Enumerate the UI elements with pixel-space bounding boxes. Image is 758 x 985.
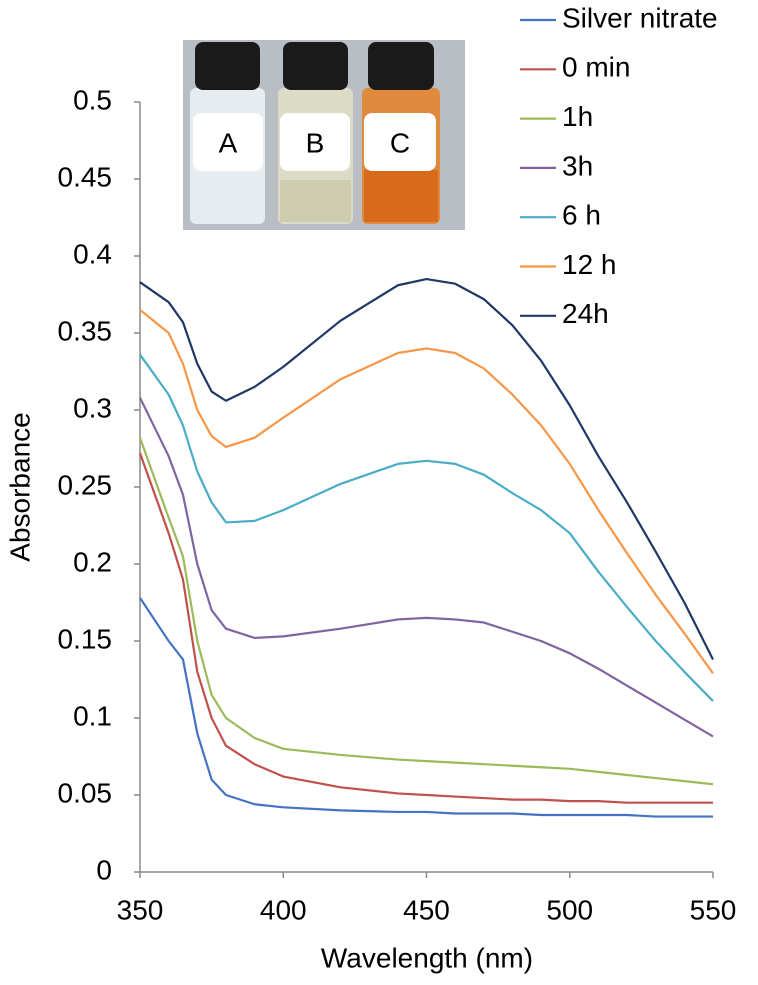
y-tick-label: 0.45: [58, 161, 113, 192]
data-line: [139, 397, 714, 738]
y-axis-label: Absorbance: [4, 412, 35, 561]
legend-label: 1h: [562, 101, 593, 132]
data-line: [138, 452, 713, 804]
vial-label: B: [306, 127, 325, 158]
y-tick-label: 0: [96, 854, 112, 885]
data-line: [139, 309, 714, 674]
y-tick-label: 0.1: [73, 700, 112, 731]
x-tick-label: 350: [117, 894, 164, 925]
x-tick-label: 550: [690, 894, 737, 925]
legend-label: 6 h: [562, 200, 601, 231]
x-axis-label: Wavelength (nm): [321, 942, 533, 973]
data-line: [139, 353, 714, 702]
vial-photo: [183, 40, 465, 230]
x-tick-label: 500: [546, 894, 593, 925]
legend-label: 24h: [562, 298, 609, 329]
legend-label: 0 min: [562, 52, 630, 83]
legend-label: Silver nitrate: [562, 2, 718, 33]
y-tick-label: 0.25: [58, 469, 113, 500]
y-tick-label: 0.5: [73, 84, 112, 115]
y-tick-label: 0.2: [73, 546, 112, 577]
x-tick-label: 450: [403, 894, 450, 925]
x-tick-label: 400: [260, 894, 307, 925]
data-line: [138, 437, 714, 786]
data-line: [139, 278, 714, 660]
y-tick-label: 0.15: [58, 623, 113, 654]
y-tick-label: 0.3: [73, 392, 112, 423]
y-tick-label: 0.4: [73, 238, 112, 269]
vial-label: C: [390, 127, 410, 158]
legend-label: 12 h: [562, 249, 617, 280]
y-tick-label: 0.35: [58, 315, 113, 346]
legend-label: 3h: [562, 150, 593, 181]
vial-label: A: [219, 127, 238, 158]
data-line: [139, 597, 713, 818]
y-tick-label: 0.05: [58, 777, 113, 808]
